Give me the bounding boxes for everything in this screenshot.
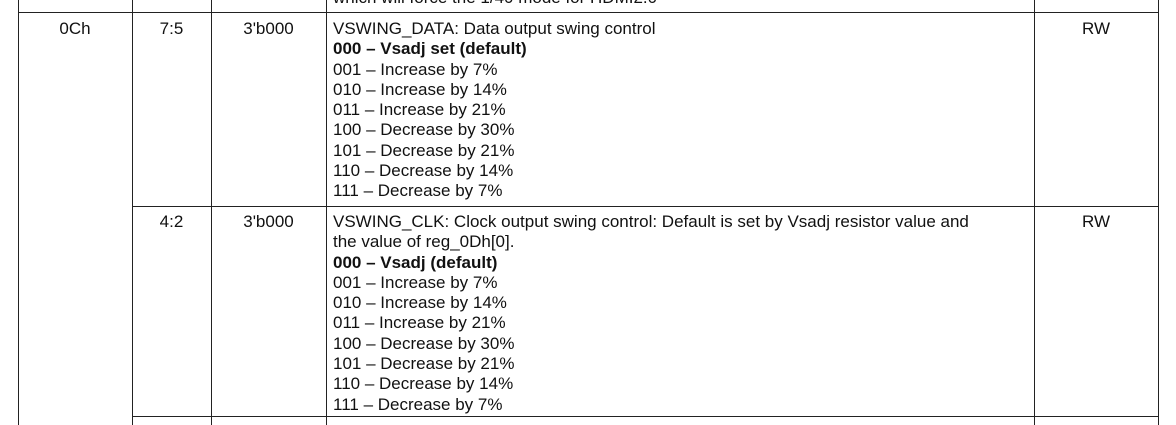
description-line: 010 – Increase by 14%	[333, 293, 507, 313]
description-line: VSWING_CLK: Clock output swing control: …	[333, 212, 969, 231]
register-description: VSWING_CLK: Clock output swing control: …	[333, 212, 969, 415]
register-bits: 4:2	[159, 212, 184, 231]
table-border-col2	[211, 0, 212, 425]
description-line: 100 – Decrease by 30%	[333, 120, 515, 140]
register-default: 3'b000	[243, 212, 294, 231]
table-border-top-row-separator	[18, 12, 1158, 13]
description-line: 001 – Increase by 7%	[333, 59, 498, 79]
register-access: RW	[1081, 19, 1110, 38]
description-line: 011 – Increase by 21%	[333, 100, 506, 120]
description-line: 101 – Decrease by 21%	[333, 354, 515, 374]
table-border-row-separator	[132, 206, 1158, 207]
register-description: VSWING_DATA: Data output swing control 00…	[333, 19, 656, 202]
description-line: 110 – Decrease by 14%	[333, 161, 514, 181]
description-line: 101 – Decrease by 21%	[333, 140, 515, 160]
table-border-left	[18, 0, 19, 425]
description-line: 000 – Vsadj (default)	[333, 252, 498, 272]
description-line: 111 – Decrease by 7%	[333, 181, 503, 201]
register-address: 0Ch	[59, 19, 91, 38]
table-border-col3	[326, 0, 327, 425]
register-bits: 7:5	[159, 19, 184, 38]
table-border-col1	[132, 0, 133, 425]
description-line: 000 – Vsadj set (default)	[333, 39, 527, 59]
description-line: 100 – Decrease by 30%	[333, 333, 515, 353]
register-default: 3'b000	[243, 19, 294, 38]
description-line: the value of reg_0Dh[0].	[333, 232, 515, 252]
description-line: 001 – Increase by 7%	[333, 272, 498, 292]
description-line: 010 – Increase by 14%	[333, 79, 507, 99]
table-border-bottom-partial	[132, 416, 1158, 417]
table-border-col4	[1034, 0, 1035, 425]
description-line: VSWING_DATA: Data output swing control	[333, 19, 656, 38]
description-line: 011 – Increase by 21%	[333, 313, 506, 333]
description-line: 110 – Decrease by 14%	[333, 374, 514, 394]
previous-row-cutoff-text: which will force the 1/40 mode for HDMI2…	[333, 0, 657, 8]
description-line: 111 – Decrease by 7%	[333, 394, 503, 414]
table-border-right	[1158, 0, 1159, 425]
register-access: RW	[1081, 212, 1110, 231]
